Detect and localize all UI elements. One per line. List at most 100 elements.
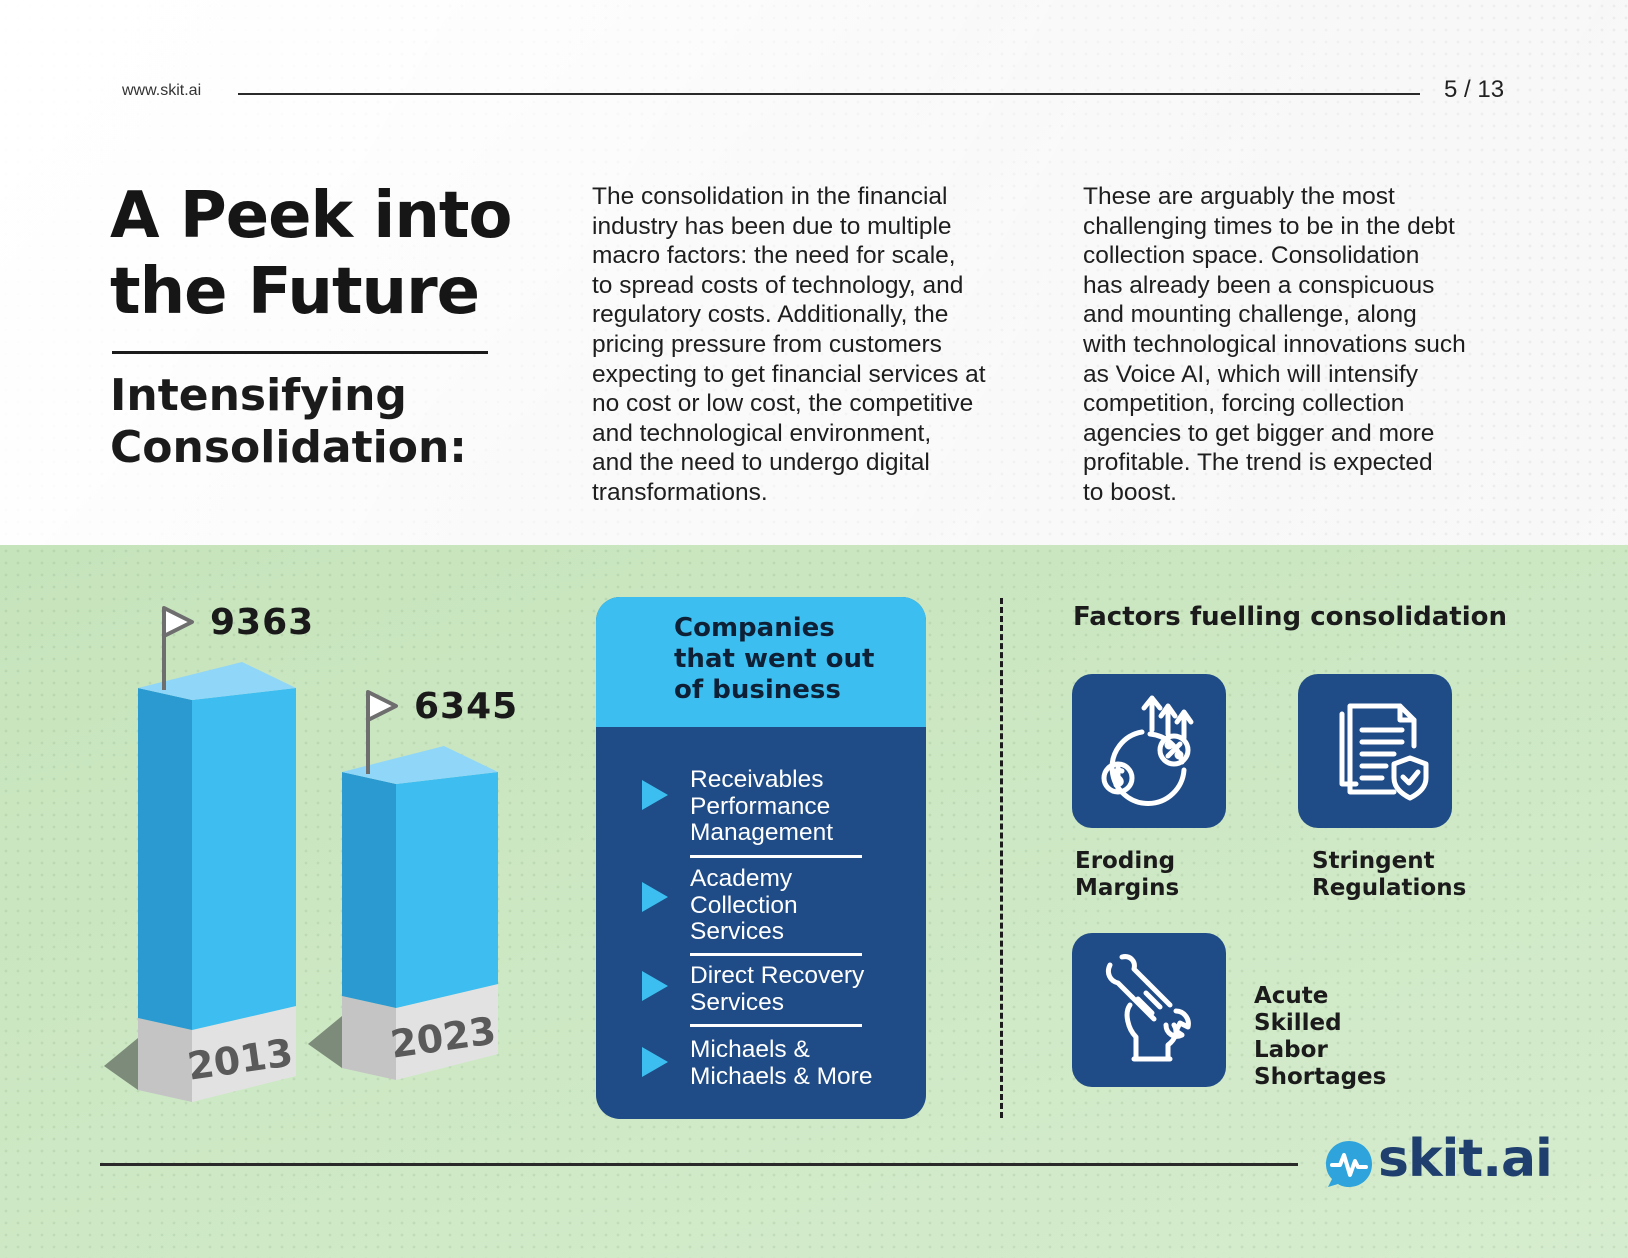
bar-value-label: 9363 [210,602,315,643]
company-name-line: Michaels & [690,1036,810,1063]
skit-logo-text: skit.ai [1378,1129,1553,1189]
item-divider [690,855,862,858]
paragraph-line: to spread costs of technology, and [592,271,964,299]
header-rule [238,93,1420,95]
paragraph-line: expecting to get financial services at [592,360,986,388]
paragraph-line: as Voice AI, which will intensify [1083,360,1418,388]
company-name: Receivables Performance Management [690,766,834,847]
company-name-line: Receivables [690,766,824,793]
bar-base-front [192,1006,296,1102]
item-divider [690,1024,862,1027]
paragraph-line: to boost. [1083,478,1177,506]
subtitle-line: Consolidation: [110,422,467,473]
company-name-line: Collection [690,891,798,919]
triangle-bullet-icon [642,882,668,912]
paragraph-line: and technological environment, [592,419,932,447]
paragraph-line: transformations. [592,478,768,506]
triangle-bullet-icon [642,780,668,810]
triangle-bullet-icon [642,971,668,1001]
factor-label-line: Acute [1254,983,1329,1009]
bar-base-left [138,1018,192,1102]
factor-label: Stringent Regulations [1312,848,1466,902]
bar-front-face [396,772,498,1008]
flag-icon [366,690,398,722]
company-name-line: Services [690,988,784,1016]
bar-value-label: 6345 [414,686,519,727]
paragraph-line: The consolidation in the financial [592,183,948,210]
page-number: 5 / 13 [1444,76,1505,103]
paragraph-line: no cost or low cost, the competitive [592,390,974,418]
title-line: A Peek into [110,179,512,253]
section-subtitle: Intensifying Consolidation: [110,370,467,474]
factor-label-line: Labor [1254,1037,1328,1063]
page-title: A Peek into the Future [110,178,550,330]
bar-chart-svg: 2013 2023 [104,606,499,1102]
paragraph-line: challenging times to be in the debt [1083,212,1455,240]
paragraph-line: profitable. The trend is expected [1083,449,1433,477]
company-name-line: Direct Recovery [690,962,865,989]
bar-side-face [342,772,396,1008]
flag-icon [162,606,194,638]
item-divider [690,953,862,956]
company-name: Direct Recovery Services [690,962,865,1016]
companies-card-header: Companies that went out of business [596,597,926,727]
factor-label-line: Margins [1075,875,1180,901]
paragraph-line: agencies to get bigger and more [1083,419,1435,447]
dashed-divider [1000,598,1003,1118]
skit-logo[interactable]: skit.ai [1322,1129,1553,1193]
paragraph-line: competition, forcing collection [1083,390,1405,418]
business-count-chart: 2013 2023 9363 6345 [96,600,556,1120]
bar-top-face [138,662,296,700]
site-url[interactable]: www.skit.ai [122,82,202,99]
paragraph-line: and mounting challenge, along [1083,301,1417,329]
paragraph-challenges: These are arguably the most challenging … [1083,182,1466,508]
top-section [0,0,1628,545]
skit-logo-icon [1326,1141,1372,1187]
factors-title: Factors fuelling consolidation [1073,602,1508,632]
paragraph-line: pricing pressure from customers [592,330,942,358]
card-title-line: of business [674,675,841,705]
paragraph-line: industry has been due to multiple [592,212,952,240]
bar-shadow [104,1038,138,1090]
company-name-line: Michaels & More [690,1062,873,1090]
company-name-line: Performance [690,792,831,820]
company-name-line: Academy [690,865,793,892]
paragraph-line: regulatory costs. Additionally, the [592,301,949,329]
paragraph-line: These are arguably the most [1083,183,1395,210]
bar-top-face [342,746,498,784]
company-name: Michaels & Michaels & More [690,1036,873,1090]
title-line: the Future [110,255,480,329]
factor-label-line: Stringent [1312,848,1435,874]
hand-wrench-icon [1072,933,1226,1087]
card-title-line: that went out [674,644,875,674]
bar-side-face [138,688,192,1030]
company-name: Academy Collection Services [690,865,798,946]
paragraph-line: and the need to undergo digital [592,449,930,477]
paragraph-line: with technological innovations such [1083,330,1466,358]
companies-card: Companies that went out of business Rece… [596,597,926,1119]
footer-rule [100,1163,1298,1166]
paragraph-consolidation: The consolidation in the financial indus… [592,182,986,508]
bar-base-front [396,984,498,1080]
factor-label-line: Regulations [1312,875,1467,901]
paragraph-line: has already been a conspicuous [1083,271,1435,299]
title-divider [112,351,488,354]
factor-label-line: Skilled [1254,1010,1342,1036]
triangle-bullet-icon [642,1047,668,1077]
bar-base-left [342,996,396,1080]
company-name-line: Services [690,918,784,945]
regulation-document-icon [1298,674,1452,828]
companies-card-title: Companies that went out of business [674,613,874,706]
paragraph-line: collection space. Consolidation [1083,242,1420,270]
paragraph-line: macro factors: the need for scale, [592,242,956,270]
factor-label: Acute Skilled Labor Shortages [1254,983,1386,1091]
factor-label-line: Eroding [1075,848,1176,874]
factor-label: Eroding Margins [1075,848,1179,902]
factor-label-line: Shortages [1254,1064,1387,1090]
bar-shadow [308,1016,342,1068]
bar-front-face [192,688,296,1030]
card-title-line: Companies [674,613,835,643]
eroding-margins-icon [1072,674,1226,828]
company-name-line: Management [690,819,834,846]
subtitle-line: Intensifying [110,370,407,421]
